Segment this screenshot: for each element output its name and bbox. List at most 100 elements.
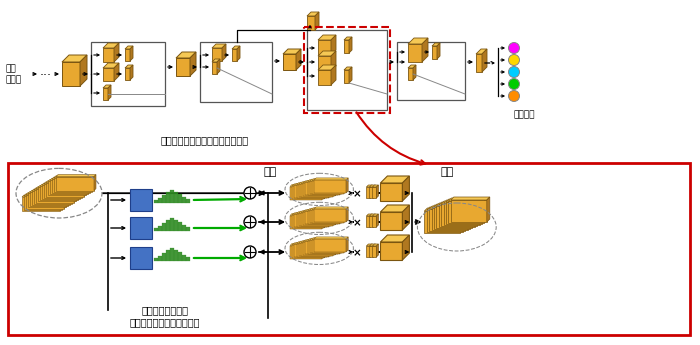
FancyBboxPatch shape [178,252,181,261]
Polygon shape [342,208,344,223]
Polygon shape [301,181,335,184]
Polygon shape [310,208,344,210]
FancyBboxPatch shape [158,226,162,231]
Circle shape [508,42,519,53]
Polygon shape [296,49,301,70]
Polygon shape [307,211,340,224]
FancyBboxPatch shape [174,220,178,231]
Polygon shape [315,12,319,30]
Polygon shape [292,215,324,228]
Polygon shape [314,207,348,209]
FancyBboxPatch shape [174,250,178,261]
Text: ×: × [353,248,362,258]
FancyBboxPatch shape [178,194,181,203]
Polygon shape [444,200,482,203]
Polygon shape [301,213,333,226]
Polygon shape [301,240,335,243]
Polygon shape [312,180,344,194]
Polygon shape [307,16,315,30]
Polygon shape [342,179,344,194]
Polygon shape [292,245,324,258]
Polygon shape [331,211,332,226]
Polygon shape [310,181,342,194]
Polygon shape [346,207,348,222]
Polygon shape [413,65,416,80]
Polygon shape [366,187,370,198]
Polygon shape [461,208,463,233]
Polygon shape [370,185,372,198]
Polygon shape [424,208,463,211]
FancyBboxPatch shape [154,200,158,203]
Polygon shape [318,40,331,55]
Polygon shape [446,199,485,202]
Polygon shape [86,179,88,195]
Circle shape [508,79,519,89]
Polygon shape [337,209,340,224]
Polygon shape [303,240,337,242]
Polygon shape [64,193,66,209]
Polygon shape [56,177,94,190]
Polygon shape [477,201,480,226]
Polygon shape [372,244,379,246]
Polygon shape [331,65,336,85]
FancyBboxPatch shape [307,30,387,110]
Polygon shape [366,246,370,257]
Polygon shape [380,205,410,212]
Polygon shape [373,185,375,198]
FancyBboxPatch shape [186,199,190,203]
FancyBboxPatch shape [200,42,272,102]
Polygon shape [72,188,74,204]
Polygon shape [370,244,375,246]
Polygon shape [346,237,348,252]
Circle shape [244,246,256,258]
Polygon shape [380,242,402,260]
Polygon shape [22,197,60,211]
Polygon shape [372,185,379,187]
Polygon shape [310,238,344,240]
Polygon shape [432,205,470,208]
FancyBboxPatch shape [170,248,174,261]
Polygon shape [94,175,96,190]
Polygon shape [318,56,331,71]
Polygon shape [80,55,87,86]
Polygon shape [305,209,340,211]
Polygon shape [70,189,72,205]
FancyBboxPatch shape [186,227,190,231]
Polygon shape [62,194,64,210]
Polygon shape [344,207,346,223]
Polygon shape [297,242,330,244]
Polygon shape [372,187,377,198]
Polygon shape [80,183,82,199]
Polygon shape [22,195,62,197]
Polygon shape [444,203,480,225]
Polygon shape [436,206,473,228]
FancyBboxPatch shape [174,192,178,203]
Polygon shape [32,189,72,191]
Polygon shape [482,49,487,72]
Polygon shape [290,187,322,199]
Polygon shape [439,202,478,205]
Polygon shape [314,239,346,252]
Polygon shape [68,190,70,206]
Polygon shape [42,183,82,185]
Polygon shape [451,197,490,200]
Polygon shape [125,49,130,61]
Polygon shape [335,240,337,255]
Polygon shape [299,184,331,197]
Polygon shape [402,235,409,260]
Polygon shape [40,186,78,200]
Polygon shape [303,210,337,212]
Polygon shape [476,49,487,54]
Polygon shape [32,191,70,205]
Polygon shape [310,179,344,181]
Polygon shape [340,180,342,195]
Polygon shape [290,246,322,258]
FancyBboxPatch shape [166,220,169,231]
Text: 多様な分岐・合流のあるモデル例: 多様な分岐・合流のあるモデル例 [161,135,249,145]
Polygon shape [346,178,348,193]
Polygon shape [349,67,352,83]
Polygon shape [310,210,342,223]
Polygon shape [103,88,108,100]
Polygon shape [232,46,240,49]
Polygon shape [30,190,70,192]
